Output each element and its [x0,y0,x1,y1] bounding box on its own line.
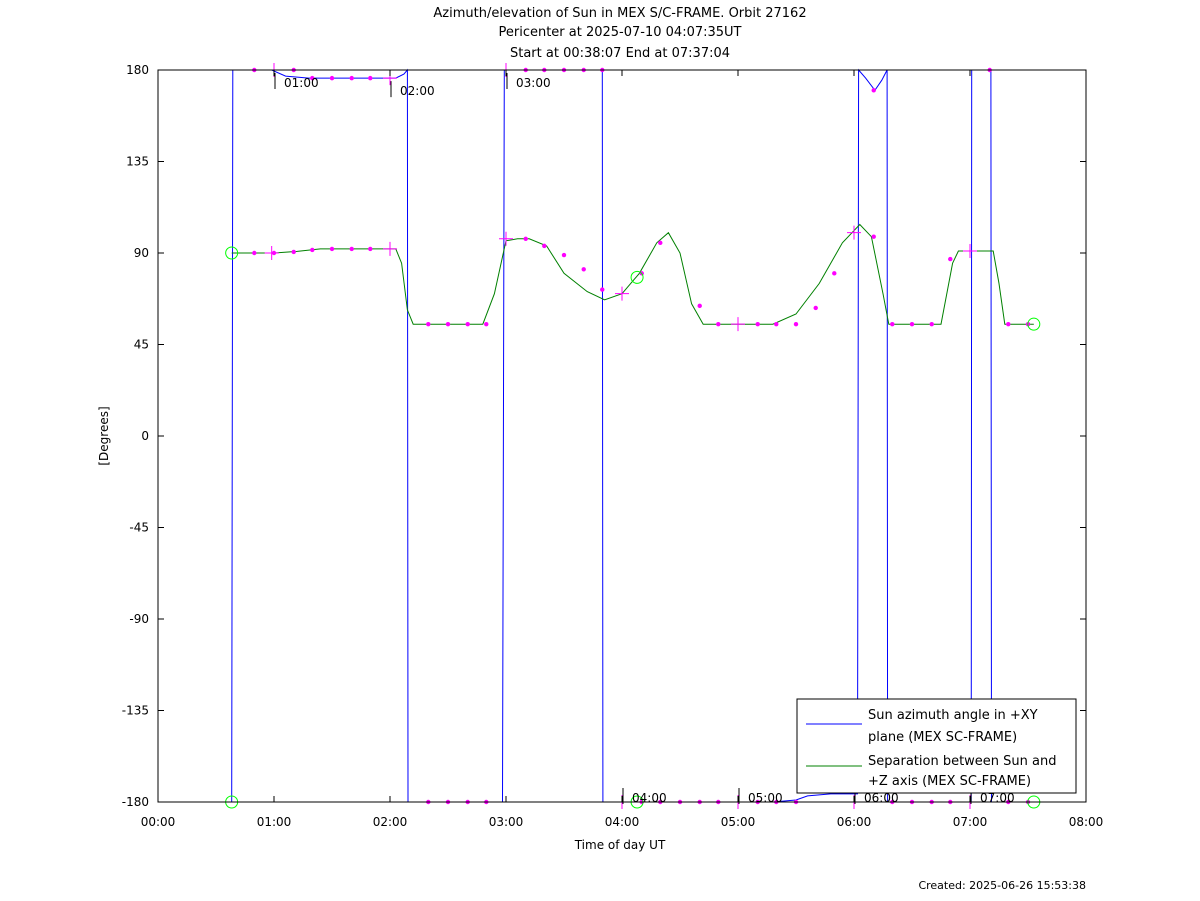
x-tick-label: 08:00 [1069,815,1104,829]
sample-dot [658,240,663,246]
series-layer [231,68,1034,803]
x-tick-label: 03:00 [489,815,524,829]
sample-dot [774,321,779,327]
event-circle-marker [225,246,239,260]
legend-label-azimuth-line-1: Sun azimuth angle in +XY [868,708,1038,723]
chart-title-line-3: Start at 00:38:07 End at 07:37:04 [510,46,730,61]
sample-dot [813,305,818,311]
hour-annotation-label: 06:00 [864,791,899,805]
hour-annotation-label: 07:00 [980,791,1015,805]
sample-dot [832,271,837,276]
y-tick-label: -45 [129,521,149,535]
sample-dot [349,246,354,252]
y-tick-label: 45 [134,338,149,352]
hour-annotation-label: 05:00 [748,791,783,805]
hour-annotation-label: 04:00 [632,791,667,805]
sample-dot [1006,321,1011,327]
sample-dot [484,321,489,327]
hour-cross-marker [499,231,513,246]
sample-dot [445,321,451,327]
sample-dot [909,321,915,327]
x-tick-label: 07:00 [953,815,988,829]
sample-dot [252,250,257,256]
sample-dot [600,287,605,292]
sample-dot [561,252,567,258]
y-tick-label: 180 [126,63,149,77]
sample-dot [368,246,373,252]
y-tick-label: 135 [126,155,149,169]
y-tick-label: -90 [129,612,149,626]
x-tick-label: 04:00 [605,815,640,829]
y-tick-label: -135 [122,704,149,718]
x-tick-label: 00:00 [141,815,176,829]
sample-dot [929,321,934,327]
axes-layer: 00:00 01:00 02:00 03:00 04:00 05:00 06:00 07:00… [122,63,1104,829]
sample-dot [426,321,431,327]
y-tick-label: 0 [141,429,149,443]
hour-cross-marker [383,241,397,256]
y-tick-label: 90 [134,246,149,260]
sample-dot [871,234,876,239]
plot-frame [157,69,1087,803]
x-tick-label: 06:00 [837,815,872,829]
legend-label-separation-line-1: Separation between Sun and [868,754,1056,769]
hour-annotation-label: 02:00 [400,84,435,98]
y-axis-label: [Degrees] [97,406,111,465]
sample-dot [465,321,470,327]
legend-label-separation-line-2: +Z axis (MEX SC-FRAME) [868,774,1031,789]
event-circle-marker [1027,317,1041,331]
sample-dot [542,243,547,249]
legend: Sun azimuth angle in +XY plane (MEX SC-F… [796,698,1077,794]
sample-dot [368,75,373,81]
sample-dot [948,256,953,262]
created-timestamp: Created: 2025-06-26 15:53:38 [918,879,1086,892]
y-tick-label: -180 [122,795,149,809]
sample-dot [329,75,335,81]
legend-label-azimuth-line-2: plane (MEX SC-FRAME) [868,730,1017,745]
sample-dot [329,246,335,252]
hour-annotation-label: 03:00 [516,76,551,90]
chart-title-line-2: Pericenter at 2025-07-10 04:07:35UT [498,25,741,40]
sample-dot [793,321,799,327]
sample-dot [890,321,895,327]
x-tick-label: 01:00 [257,815,292,829]
sample-dot [291,249,296,255]
sample-dot [349,75,354,81]
annotation-layer: 01:00 02:00 03:00 04:00 05:00 06:00 07:00 [274,73,1015,805]
sample-dot [716,321,721,327]
legend-box [796,698,1077,794]
hour-cross-marker [615,286,629,301]
hour-cross-marker [847,225,861,240]
sample-dot [523,236,528,241]
sample-dot [310,75,315,81]
hour-cross-marker [731,317,745,332]
series-line-azimuth [231,68,1034,803]
sample-dot [871,88,876,93]
series-line-separation [231,223,1034,325]
x-tick-label: 02:00 [373,815,408,829]
x-tick-label: 05:00 [721,815,756,829]
marker-layer [225,63,1041,809]
sample-dot [310,247,315,253]
event-circle-marker [630,270,644,284]
hour-cross-marker [264,246,279,260]
chart-title-line-1: Azimuth/elevation of Sun in MEX S/C-FRAM… [433,6,806,21]
hour-annotation-label: 01:00 [284,76,319,90]
sample-dot [697,303,702,309]
x-axis-label: Time of day UT [574,838,666,852]
sample-dot [755,321,760,327]
hour-cross-marker [963,243,977,258]
sample-dot [581,267,586,272]
